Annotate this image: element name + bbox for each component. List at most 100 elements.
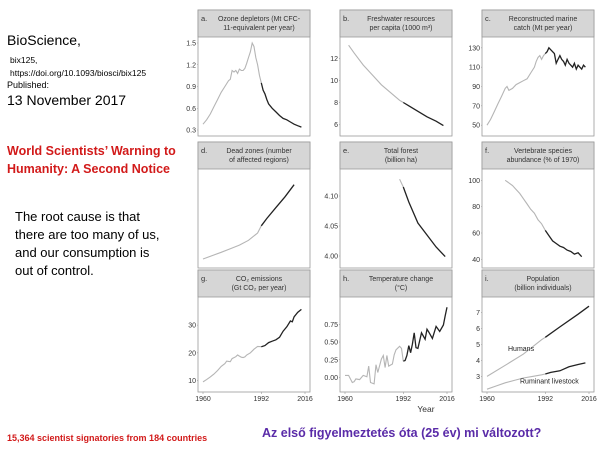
y-tick-label: 100: [468, 178, 480, 185]
source-doi[interactable]: https://doi.org/10.1093/biosci/bix125: [10, 68, 147, 78]
panel-header: [339, 9, 453, 38]
signatories-count: 15,364 scientist signatories from 184 co…: [7, 433, 208, 443]
x-tick-label: 1992: [253, 396, 269, 403]
series-line-after-1992: [260, 82, 302, 128]
y-tick-label: 4.05: [324, 224, 338, 231]
panel-header: [197, 141, 311, 170]
chart-panel-e: e. Total forest (billion ha) 4.10 4.05 4.00: [324, 141, 453, 269]
y-tick-label: 8: [334, 100, 338, 107]
series-label-ruminant-livestock: Ruminant livestock: [520, 379, 579, 386]
panel-header: [339, 269, 453, 298]
chart-panel-g: g. CO₂ emissions (Gt CO₂ per year) 30 20 10 19…: [188, 269, 313, 403]
panel-header: [481, 269, 595, 298]
y-tick-label: 1.5: [186, 41, 196, 48]
chart-panel-b: b. Freshwater resources per capita (1000 m…: [330, 9, 453, 137]
panel-title-line: (billion ha): [385, 157, 417, 164]
y-tick-label: 4.00: [324, 254, 338, 261]
series-line-before-1992: [399, 178, 404, 188]
panel-letter: a.: [201, 14, 207, 23]
y-tick-label: 130: [468, 45, 480, 52]
panel-letter: h.: [343, 274, 349, 283]
chart-panel-i: i. Population (billion individuals) 7 6 5 4 3 19…: [476, 269, 597, 403]
chart-panel-d: d. Dead zones (number of affected regions): [197, 141, 311, 269]
panel-title-line: Reconstructed marine: [509, 16, 578, 23]
y-tick-label: 4.10: [324, 194, 338, 201]
y-tick-label: 3: [476, 374, 480, 381]
y-tick-label: 6: [476, 326, 480, 333]
chart-panel-h: h. Temperature change(°C) 0.75 0.50 0.25 0.00…: [324, 269, 455, 414]
panel-title-line: Temperature change: [369, 276, 433, 283]
panel-title-line: (Gt CO₂ per year): [232, 285, 287, 292]
panel-title-line: 11-equivalent per year): [223, 25, 294, 32]
series-ruminant-livestock-before-1992: [486, 373, 546, 390]
panel-header: [481, 9, 595, 38]
series-line-after-1992: [544, 46, 586, 71]
panel-letter: f.: [485, 146, 489, 155]
panel-letter: d.: [201, 146, 207, 155]
y-tick-label: 0.25: [324, 357, 338, 364]
panel-title-line: per capita (1000 m³): [369, 25, 432, 32]
series-line-before-1992: [202, 345, 262, 383]
x-tick-label: 1960: [337, 396, 353, 403]
series-line-before-1992: [348, 44, 404, 103]
chart-grid: a. Ozone depletors (Mt CFC- 11-equivalent …: [186, 9, 597, 414]
series-humans-before-1992: [486, 336, 546, 377]
panel-letter: c.: [485, 14, 491, 23]
source-journal: BioScience,: [7, 32, 81, 48]
panel-title-line: Dead zones (number: [226, 148, 292, 155]
x-tick-label: 1960: [195, 396, 211, 403]
series-line-before-1992: [486, 53, 546, 126]
chart-panel-c: c. Reconstructed marine catch (Mt per year…: [468, 9, 595, 137]
y-tick-label: 40: [472, 257, 480, 264]
series-line-after-1992: [402, 186, 446, 258]
panel-title-line: catch (Mt per year): [514, 25, 573, 32]
x-tick-label: 1992: [537, 396, 553, 403]
y-tick-label: 0.50: [324, 340, 338, 347]
series-line-after-1992: [260, 184, 295, 227]
y-tick-label: 6: [334, 122, 338, 129]
y-tick-label: 7: [476, 310, 480, 317]
chart-panel-f: f. Vertebrate species abundance (% of 1970…: [468, 141, 595, 269]
x-tick-label: 1992: [395, 396, 411, 403]
panel-title-line: (°C): [395, 284, 408, 292]
y-tick-label: 0.75: [324, 322, 338, 329]
source-ref-line1: bix125,: [10, 55, 38, 65]
y-tick-label: 70: [472, 103, 480, 110]
y-tick-label: 0.3: [186, 128, 196, 135]
panel-title-line: Freshwater resources: [367, 16, 435, 23]
y-tick-label: 30: [188, 323, 196, 330]
series-line-before-1992: [202, 225, 262, 260]
x-axis-label: Year: [417, 404, 434, 414]
series-ruminant-livestock-after-1992: [545, 362, 586, 375]
panel-header: [197, 9, 311, 38]
panel-letter: i.: [485, 274, 489, 283]
panel-header: [339, 141, 453, 170]
y-tick-label: 10: [330, 78, 338, 85]
slide-title-line2: Humanity: A Second Notice: [7, 162, 170, 176]
y-tick-label: 4: [476, 358, 480, 365]
series-line-after-1992: [261, 308, 302, 348]
question-text: Az első figyelmeztetés óta (25 év) mi vá…: [262, 426, 542, 440]
series-line-before-1992: [345, 345, 404, 385]
y-tick-label: 50: [472, 123, 480, 130]
series-line-before-1992: [504, 179, 546, 231]
x-tick-label: 1960: [479, 396, 495, 403]
y-tick-label: 80: [472, 204, 480, 211]
panel-title-line: Ozone depletors (Mt CFC-: [218, 16, 301, 23]
y-tick-label: 5: [476, 342, 480, 349]
y-tick-label: 90: [472, 84, 480, 91]
series-line-before-1992: [202, 41, 262, 125]
y-tick-label: 20: [188, 350, 196, 357]
panel-letter: b.: [343, 14, 349, 23]
panel-title-line: of affected regions): [229, 157, 289, 164]
panel-title-line: Vertebrate species: [514, 148, 572, 155]
y-tick-label: 1.2: [186, 62, 196, 69]
panel-letter: e.: [343, 146, 349, 155]
panel-title-line: Total forest: [384, 148, 418, 155]
quote-line2: there are too many of us,: [15, 227, 160, 242]
panel-header: [481, 141, 595, 170]
x-tick-label: 2016: [439, 396, 455, 403]
quote-line4: out of control.: [15, 263, 94, 278]
y-tick-label: 0.6: [186, 106, 196, 113]
slide-title-line1: World Scientists’ Warning to: [7, 144, 176, 158]
